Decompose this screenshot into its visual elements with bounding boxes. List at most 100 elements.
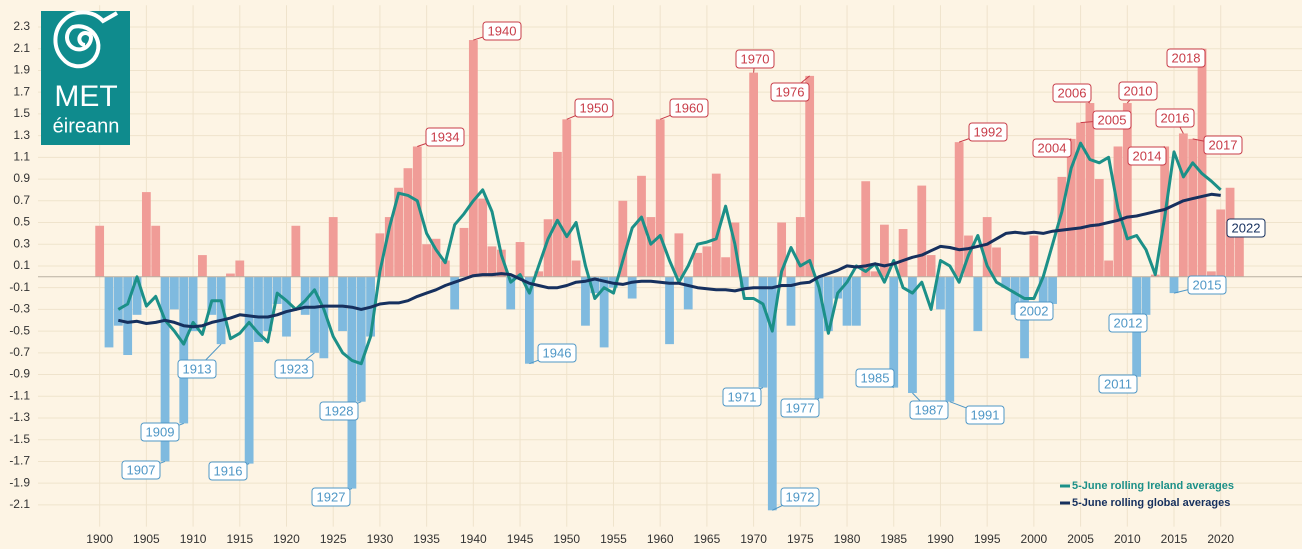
annotation-label: 1960	[675, 100, 704, 115]
bar	[525, 276, 534, 364]
bar	[356, 276, 366, 402]
annotation-label: 1950	[580, 100, 609, 115]
x-tick-label: 1965	[694, 532, 721, 546]
bar	[338, 276, 347, 332]
bar	[207, 276, 217, 315]
bar	[833, 276, 843, 299]
annotation-label: 1934	[431, 129, 460, 144]
annotation-label: 1972	[786, 489, 815, 504]
bar	[823, 276, 833, 332]
annotation-box	[965, 405, 1005, 425]
bar	[1235, 227, 1244, 277]
bar	[665, 276, 674, 345]
y-tick-label: 2.1	[13, 41, 30, 55]
bar	[515, 242, 525, 277]
x-tick-label: 1970	[740, 532, 767, 546]
x-tick-label: 1980	[834, 532, 861, 546]
annotation-box	[1118, 81, 1158, 101]
bar	[693, 252, 702, 277]
annotation: 2010	[1118, 81, 1158, 104]
annotation-box	[780, 398, 820, 418]
bar	[328, 217, 338, 277]
annotation-box	[1098, 374, 1138, 394]
annotation-label: 1970	[741, 51, 770, 66]
bar	[1076, 122, 1085, 277]
bar	[842, 276, 852, 326]
y-tick-label: 0.5	[13, 215, 30, 229]
bar	[141, 192, 151, 277]
annotation-box	[319, 401, 359, 421]
bar	[534, 271, 544, 277]
y-tick-label: -1.7	[9, 454, 30, 468]
bar	[777, 222, 787, 277]
x-tick-label: 2000	[1021, 532, 1048, 546]
annotation-label: 1977	[786, 400, 815, 415]
y-tick-label: 0.9	[13, 171, 30, 185]
annotation-box	[208, 461, 248, 481]
x-tick-label: 1910	[180, 532, 207, 546]
y-tick-label: -0.7	[9, 345, 30, 359]
x-tick-label: 1960	[647, 532, 674, 546]
bar	[767, 276, 777, 511]
annotation-box	[968, 122, 1008, 142]
annotation: 2018	[1166, 48, 1206, 68]
bar	[861, 181, 871, 277]
y-tick-label: 0.7	[13, 193, 30, 207]
bar	[973, 276, 983, 332]
bar	[1094, 179, 1104, 277]
annotation: 1913	[177, 343, 222, 379]
bar	[851, 276, 861, 326]
x-tick-label: 1920	[273, 532, 300, 546]
logo-subname: éireann	[53, 115, 120, 137]
annotation: 1992	[958, 122, 1008, 143]
annotation-label: 1907	[127, 462, 156, 477]
y-tick-label: 0.1	[13, 258, 30, 272]
x-tick-label: 2005	[1067, 532, 1094, 546]
bar	[412, 146, 422, 277]
annotation: 1971	[722, 387, 764, 407]
bar	[450, 276, 460, 310]
annotation-box	[770, 82, 810, 102]
annotation-label: 1987	[915, 402, 944, 417]
bar	[384, 217, 394, 277]
bar	[506, 276, 516, 310]
annotation-box	[1166, 48, 1206, 68]
annotation-label: 1946	[543, 345, 572, 360]
bar	[375, 233, 385, 277]
annotation-box	[1032, 138, 1072, 158]
annotation: 1934	[417, 127, 465, 147]
x-tick-label: 1935	[413, 532, 440, 546]
y-tick-label: -0.1	[9, 280, 30, 294]
bar	[880, 224, 889, 277]
annotation-label: 2016	[1161, 110, 1190, 125]
bar	[282, 276, 291, 337]
annotation: 1977	[780, 398, 820, 418]
bar	[459, 227, 469, 277]
y-tick-label: -0.3	[9, 302, 30, 316]
bar	[1141, 276, 1151, 315]
y-tick-label: 1.7	[13, 84, 30, 98]
annotation-box	[482, 21, 522, 41]
annotation: 1907	[121, 460, 166, 480]
annotation-label: 1976	[776, 84, 805, 99]
bar	[805, 75, 815, 277]
bar	[1122, 103, 1132, 277]
annotation: 2014	[1127, 146, 1167, 166]
line-series	[117, 192, 1221, 329]
annotation-label: 1913	[183, 361, 212, 376]
annotation-box	[1203, 135, 1243, 155]
bar	[870, 271, 880, 277]
x-tick-label: 1915	[226, 532, 253, 546]
annotation: 1927	[311, 487, 353, 507]
bar	[132, 276, 142, 315]
x-tick-label: 1945	[507, 532, 534, 546]
annotation-box	[1127, 146, 1167, 166]
logo-spiral	[53, 10, 118, 69]
annotation: 1991	[949, 401, 1005, 425]
annotation: 2022	[1226, 218, 1266, 238]
annotation-box	[1052, 83, 1092, 103]
bar	[496, 249, 506, 277]
x-tick-label: 1990	[927, 532, 954, 546]
bar	[1169, 276, 1179, 294]
logo-name: MET	[54, 80, 117, 113]
